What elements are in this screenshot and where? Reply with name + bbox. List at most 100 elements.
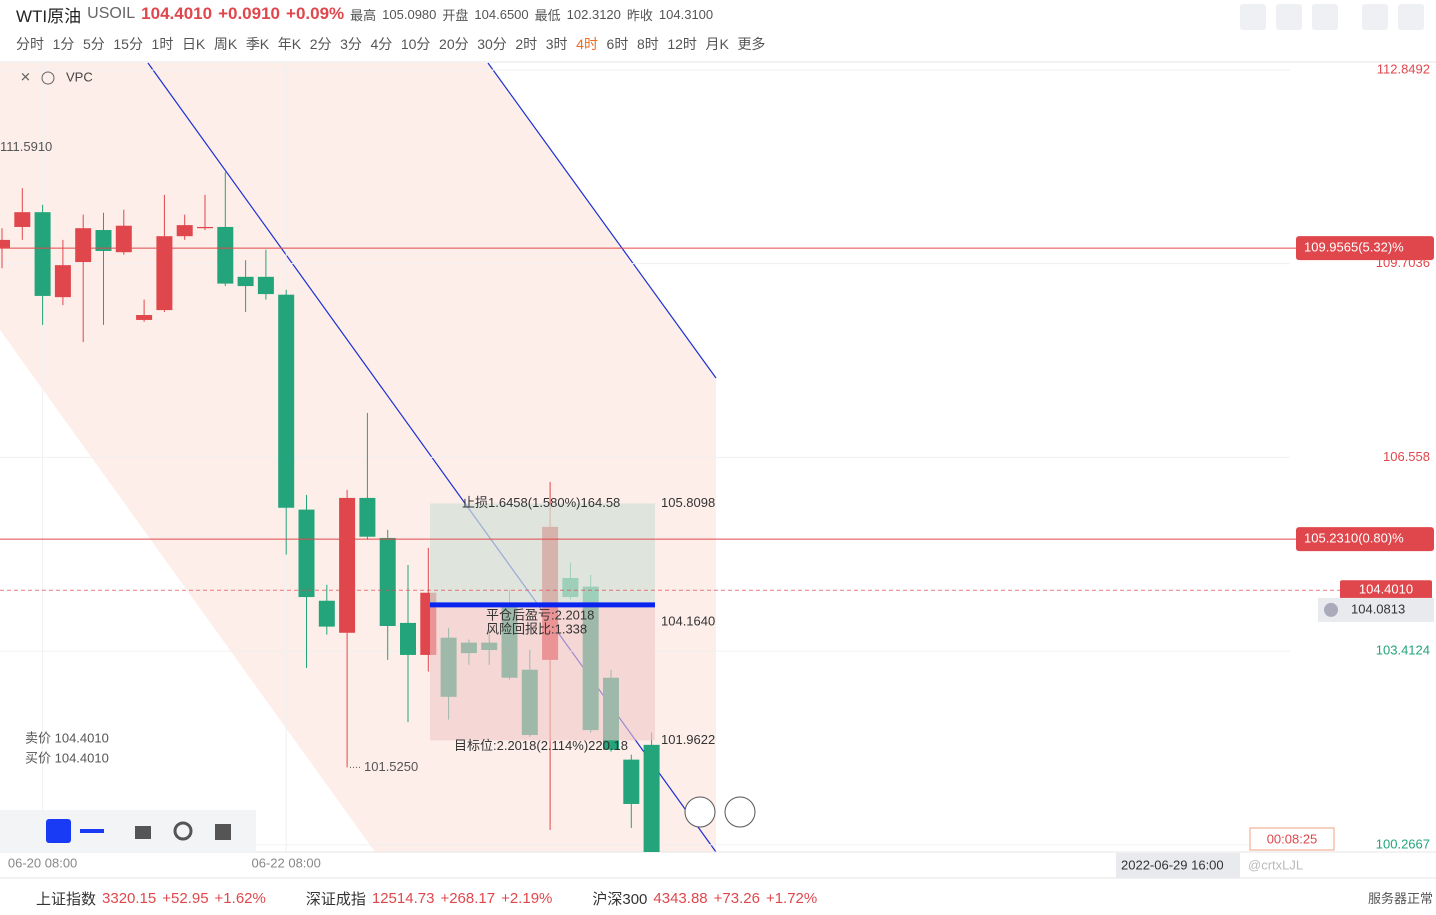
x-tick-label: 06-20 08:00 (8, 855, 77, 870)
lock-button[interactable] (135, 826, 151, 839)
timeframe[interactable]: 2分 (309, 36, 332, 52)
candle-body (75, 228, 92, 263)
stop-text: 止损1.6458(1.580%)164.58 (462, 495, 620, 510)
close-icon[interactable]: ✕ (20, 69, 31, 84)
candle-body (318, 600, 335, 627)
timeframe[interactable]: 月K (705, 36, 729, 52)
watermark: @crtxLJL (1248, 857, 1303, 872)
timeframe[interactable]: 6时 (606, 36, 629, 52)
candle-body (643, 744, 660, 852)
y-tick-label: 103.4124 (1376, 643, 1430, 658)
price-line-tag (1296, 527, 1434, 552)
target-zone (430, 604, 655, 741)
timeframe[interactable]: 30分 (477, 36, 507, 52)
candle-body (0, 239, 10, 248)
timeframe[interactable]: 8时 (636, 36, 659, 52)
price-line-label: 109.9565(5.32)% (1304, 240, 1404, 255)
index-name: 深证成指 (305, 890, 366, 908)
stat-value: 104.6500 (474, 6, 529, 22)
timeframe[interactable]: 3分 (340, 36, 362, 52)
candle-body (95, 230, 112, 251)
timeframe[interactable]: 12时 (667, 36, 697, 52)
candle-body (14, 212, 31, 227)
index-pct: +1.72% (765, 889, 818, 907)
candle-body (339, 497, 356, 633)
candle-body (176, 225, 193, 237)
timeframe[interactable]: 1分 (52, 36, 75, 52)
candle-body (400, 622, 416, 655)
stat-value: 105.0980 (382, 6, 437, 22)
sell-price: 卖价 104.4010 (25, 730, 109, 745)
timeframe[interactable]: 季K (245, 36, 270, 52)
candle-body (298, 509, 315, 598)
index-change: +73.26 (713, 889, 760, 907)
tool-button[interactable] (1362, 4, 1388, 30)
candle-body (379, 537, 396, 626)
symbol-bar: WTI原油 USOIL 104.4010 +0.0910 +0.09% 最高 105.098… (16, 2, 713, 26)
low-mark: 101.5250 (364, 759, 418, 774)
price-line-tag (1296, 236, 1434, 261)
target-text: 目标位:2.2018(2.114%)220.18 (454, 738, 628, 753)
candle-body (197, 226, 213, 229)
timeframe-bar: 分时 1分 5分 15分 1时 日K 周K 季K 年K 2分 3分 4分 10分 20分 30分 2时 3时 4时… (16, 33, 774, 55)
crosshair-time-box (1116, 853, 1240, 878)
timeframe[interactable]: 10分 (400, 36, 431, 52)
stop-zone (430, 503, 655, 605)
delete-button[interactable] (215, 824, 231, 840)
timeframe[interactable]: 4时 (576, 36, 598, 52)
timeframe[interactable]: 2时 (515, 36, 538, 52)
tool-button[interactable] (1240, 4, 1266, 30)
candle-body (115, 225, 132, 253)
candle-body (237, 276, 254, 287)
next-button[interactable] (724, 796, 756, 828)
symbol-code: USOIL (87, 5, 136, 22)
timeframe[interactable]: 周K (213, 36, 238, 52)
stat-label: 最高 (350, 7, 377, 23)
timeframe[interactable]: 5分 (82, 36, 105, 52)
index-change: +52.95 (162, 889, 209, 907)
index-pct: +1.62% (214, 889, 266, 907)
x-tick-label: 06-22 08:00 (251, 855, 320, 870)
settings-icon[interactable] (41, 71, 55, 85)
timeframe[interactable]: 20分 (439, 36, 469, 52)
tool-button[interactable] (1312, 4, 1338, 30)
stat-value: 102.3120 (566, 6, 621, 22)
index-name: 上证指数 (36, 890, 97, 908)
candle-body (136, 315, 153, 320)
footer-bar: 上证指数 3320.15 +52.95 +1.62% 深证成指 12514.73 +268.… (36, 884, 857, 912)
tool-button[interactable] (1276, 4, 1302, 30)
change-pct: +0.09% (286, 4, 345, 23)
timeframe[interactable]: 分时 (16, 36, 44, 52)
buy-price: 买价 104.4010 (25, 750, 109, 765)
index-change: +268.17 (440, 889, 496, 907)
timeframe[interactable]: 年K (277, 36, 302, 52)
current-price-tag (1340, 580, 1432, 601)
draw-toolbar (0, 810, 256, 852)
prev-button[interactable] (684, 796, 716, 828)
timeframe[interactable]: 15分 (113, 36, 143, 52)
position-note: 平仓后盈亏:2.2018 (486, 607, 594, 622)
position-value: 104.1640 (661, 613, 715, 628)
index-value: 12514.73 (371, 889, 435, 907)
crosshair-time: 2022-06-29 16:00 (1121, 857, 1224, 872)
timeframe[interactable]: 更多 (737, 36, 766, 52)
index-pct: +2.19% (501, 889, 553, 907)
symbol: WTI原油 (16, 6, 82, 26)
position-note: 风险回报比:1.338 (486, 621, 587, 636)
timeframe[interactable]: 日K (181, 36, 206, 52)
candle-body (359, 497, 376, 537)
position-value: 105.8098 (661, 495, 715, 510)
indicator-label: VPC (66, 69, 93, 84)
timeframe[interactable]: 1时 (151, 36, 174, 52)
candle-body (156, 236, 173, 311)
index-name: 沪深300 (592, 890, 648, 908)
eye-button[interactable] (173, 821, 193, 841)
timeframe[interactable]: 4分 (370, 36, 393, 52)
color-button[interactable] (46, 819, 71, 843)
stat-label: 最低 (534, 7, 561, 23)
candle-body (278, 294, 295, 508)
timeframe[interactable]: 3时 (545, 36, 568, 52)
alert-label: 104.0813 (1351, 601, 1405, 616)
tool-button[interactable] (1398, 4, 1424, 30)
